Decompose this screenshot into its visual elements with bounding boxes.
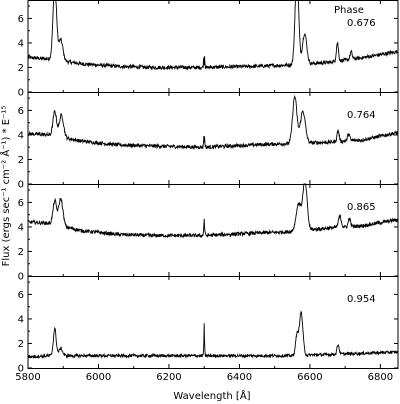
y-axis-title: Flux (ergs sec⁻¹ cm⁻² Å⁻¹) * E⁻¹⁵ — [0, 106, 12, 267]
x-tick-label: 6000 — [86, 372, 111, 383]
y-tick-label: 4 — [18, 314, 24, 325]
y-tick-label: 2 — [18, 155, 24, 166]
y-tick-label: 0 — [18, 180, 24, 191]
y-tick-label: 6 — [18, 14, 24, 25]
y-tick-label: 2 — [18, 63, 24, 74]
x-tick-label: 6800 — [368, 372, 393, 383]
x-axis-title: Wavelength [Å] — [173, 389, 250, 402]
y-tick-label: 4 — [18, 130, 24, 141]
phase-heading: Phase — [334, 5, 364, 16]
panel-frame — [27, 276, 399, 369]
spectrum-line — [27, 0, 399, 71]
x-tick-label: 6400 — [227, 372, 252, 383]
y-tick-label: 6 — [18, 290, 24, 301]
x-tick-label: 5800 — [15, 372, 40, 383]
y-tick-label: 0 — [18, 88, 24, 99]
phase-label: 0.954 — [347, 294, 376, 305]
panel-2: 0 2 4 6 0.764 — [18, 92, 399, 191]
y-tick-label: 6 — [18, 198, 24, 209]
spectrum-line — [27, 310, 399, 360]
panel-frame — [27, 92, 399, 185]
y-tick-label: 4 — [18, 38, 24, 49]
panel-4: 0 2 4 6 0.954 — [18, 276, 399, 375]
y-tick-label: 6 — [18, 106, 24, 117]
y-tick-label: 2 — [18, 247, 24, 258]
y-tick-label: 2 — [18, 339, 24, 350]
y-tick-label: 0 — [18, 364, 24, 375]
spectrum-line — [27, 183, 399, 239]
phase-label: 0.865 — [347, 202, 376, 213]
phase-label: 0.676 — [347, 18, 376, 29]
x-tick-label: 6600 — [297, 372, 322, 383]
phase-label: 0.764 — [347, 110, 376, 121]
y-tick-label: 0 — [18, 272, 24, 283]
spectrum-line — [27, 94, 399, 150]
y-tick-label: 4 — [18, 222, 24, 233]
panel-3: 0 2 4 6 0.865 — [18, 183, 399, 283]
x-tick-label: 6200 — [156, 372, 181, 383]
